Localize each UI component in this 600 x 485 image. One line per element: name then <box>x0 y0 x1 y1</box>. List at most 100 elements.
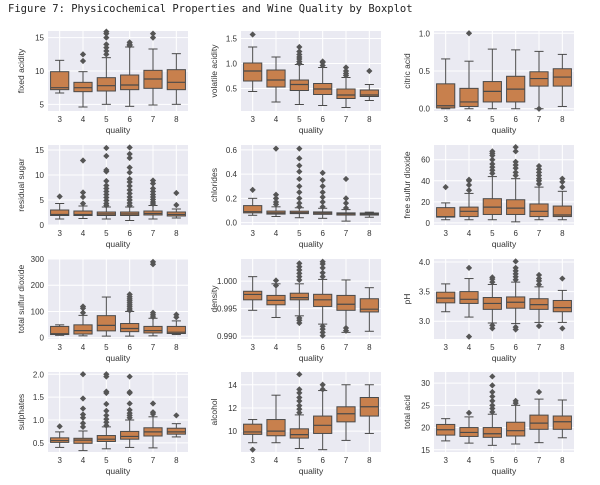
y-tick-label: 1.0 <box>226 60 238 69</box>
y-axis-label: alcohol <box>209 398 219 425</box>
box-quality-3 <box>243 419 263 453</box>
box-quality-4 <box>459 264 479 340</box>
y-axis-label: chlorides <box>209 168 219 202</box>
box-quality-3 <box>243 186 263 216</box>
box-quality-4 <box>459 409 479 444</box>
box-quality-4 <box>266 56 286 103</box>
y-tick-label: 0.995 <box>217 305 238 314</box>
box-quality-3 <box>50 59 70 94</box>
outlier-point <box>296 200 303 207</box>
y-tick-label: 1.000 <box>217 277 238 286</box>
iqr-box <box>166 325 186 334</box>
x-tick-label: 6 <box>127 115 132 124</box>
box-quality-5 <box>96 144 116 220</box>
panel-background <box>48 145 188 225</box>
iqr-box <box>359 298 379 313</box>
outlier-point <box>319 177 326 184</box>
iqr-box <box>243 423 263 435</box>
x-tick-label: 6 <box>513 343 518 352</box>
x-tick-label: 6 <box>127 229 132 238</box>
outlier-point <box>103 144 110 152</box>
outlier-point <box>103 152 110 160</box>
iqr-box <box>96 77 116 92</box>
box-quality-4 <box>266 277 286 318</box>
x-tick-label: 5 <box>490 115 495 124</box>
x-tick-label: 8 <box>174 115 179 124</box>
outlier-point <box>296 402 303 409</box>
box-quality-6 <box>313 58 333 106</box>
y-tick-label: 0.0 <box>419 105 431 114</box>
x-tick-label: 3 <box>57 229 62 238</box>
x-axis-label: quality <box>299 239 324 249</box>
box-quality-6 <box>506 49 526 110</box>
outlier-point <box>103 47 110 55</box>
outlier-point <box>296 260 303 267</box>
outlier-point <box>126 193 133 201</box>
panel-residual-sugar: 0 5 10 15 3 4 5 6 7 8 quality residual sugar <box>16 144 188 249</box>
x-tick-label: 3 <box>57 456 62 465</box>
box-quality-6 <box>313 381 333 451</box>
outlier-point <box>296 394 303 401</box>
iqr-box <box>529 414 549 430</box>
x-axis-label: quality <box>492 125 517 135</box>
outlier-point <box>296 266 303 274</box>
outlier-point <box>149 177 157 184</box>
iqr-box <box>120 74 140 91</box>
iqr-box <box>50 209 70 216</box>
outlier-point <box>535 275 543 282</box>
x-tick-label: 8 <box>367 115 372 124</box>
x-tick-label: 7 <box>151 456 156 465</box>
box-quality-5 <box>482 48 502 110</box>
x-tick-label: 6 <box>127 456 132 465</box>
box-quality-3 <box>50 324 70 336</box>
iqr-box <box>289 428 309 439</box>
x-tick-label: 4 <box>81 115 86 124</box>
x-tick-label: 5 <box>490 456 495 465</box>
x-tick-label: 3 <box>57 115 62 124</box>
box-quality-4 <box>266 394 286 444</box>
outlier-point <box>489 388 496 396</box>
y-tick-label: 200 <box>31 281 45 290</box>
box-quality-6 <box>313 258 333 339</box>
x-tick-label: 3 <box>443 115 448 124</box>
outlier-point <box>296 270 303 277</box>
panel-total-acid: 15 20 25 30 3 4 5 6 7 8 quality total acid <box>402 372 574 476</box>
outlier-point <box>173 189 180 197</box>
iqr-box <box>96 315 116 332</box>
outlier-point <box>465 264 473 272</box>
outlier-point <box>465 333 473 340</box>
outlier-point <box>296 314 303 322</box>
x-axis-label: quality <box>492 353 517 363</box>
y-tick-label: 15 <box>35 146 44 155</box>
outlier-point <box>489 322 496 329</box>
panel-density: 0.990 0.995 1.000 3 4 5 6 7 8 quality density <box>209 258 381 363</box>
outlier-point <box>79 51 87 58</box>
x-tick-label: 7 <box>344 115 349 124</box>
iqr-box <box>336 88 356 99</box>
x-axis-label: quality <box>299 353 324 363</box>
x-axis-label: quality <box>106 466 131 476</box>
iqr-box <box>506 199 526 215</box>
y-tick-label: 0.990 <box>217 332 238 341</box>
outlier-point <box>103 44 110 51</box>
outlier-point <box>319 329 326 336</box>
y-tick-label: 0.2 <box>226 194 238 203</box>
iqr-box <box>73 437 93 444</box>
iqr-box <box>243 62 263 82</box>
outlier-point <box>489 393 496 400</box>
x-tick-label: 5 <box>297 115 302 124</box>
y-tick-label: 4.0 <box>419 258 431 267</box>
y-tick-label: 14 <box>228 381 237 390</box>
y-tick-label: 40 <box>421 177 430 186</box>
x-tick-label: 8 <box>560 115 565 124</box>
iqr-box <box>552 205 572 218</box>
y-tick-label: 10 <box>35 171 44 180</box>
outlier-point <box>489 402 496 409</box>
outlier-point <box>319 264 326 271</box>
panel-volatile-acidity: 0.5 1.0 1.5 3 4 5 6 7 8 quality volatile acidity <box>209 31 381 135</box>
iqr-box <box>482 427 502 438</box>
outlier-point <box>319 386 326 393</box>
x-tick-label: 4 <box>274 115 279 124</box>
x-axis-label: quality <box>106 353 131 363</box>
outlier-point <box>319 332 326 339</box>
